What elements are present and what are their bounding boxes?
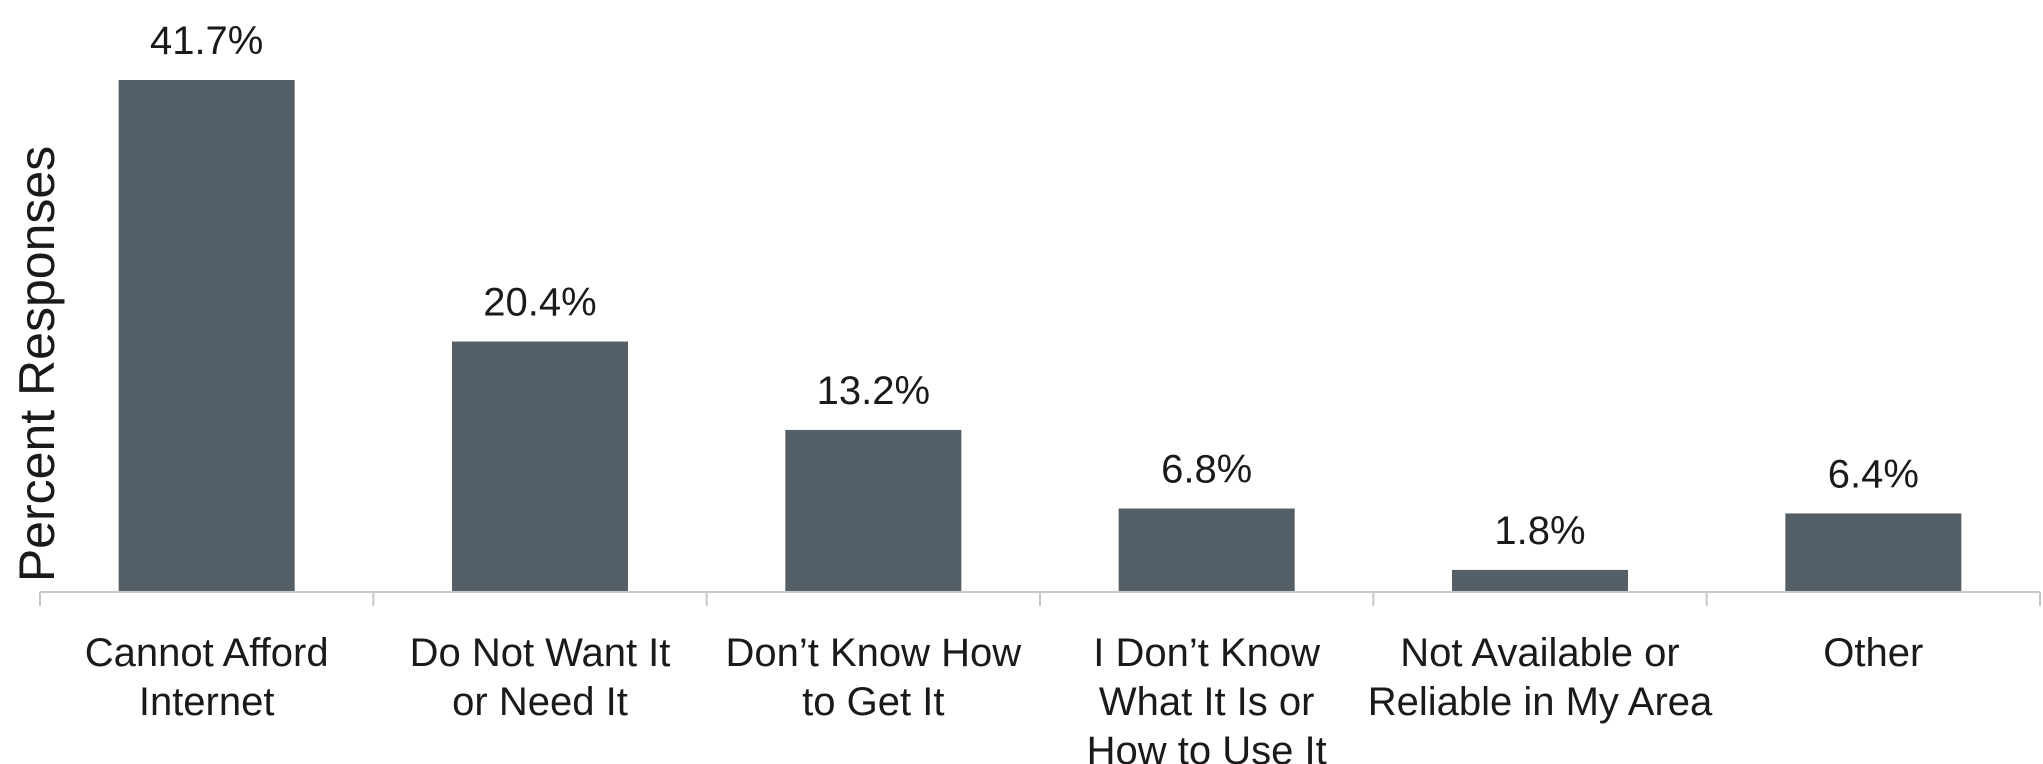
category-label-line: I Don’t Know — [1093, 631, 1320, 675]
category-label-line: Do Not Want It — [410, 631, 671, 675]
x-axis — [39, 591, 2041, 606]
category-label: Don’t Know How to Get It — [725, 631, 1021, 724]
category-label: Other — [1823, 631, 1923, 675]
category-labels-group: Cannot Afford Internet Do Not Want It or Ne… — [85, 631, 1924, 764]
bar — [1785, 513, 1962, 592]
bar-value-label: 6.8% — [1161, 448, 1252, 492]
value-labels-group: 41.7% 20.4% 13.2% 6.8% 1.8% 6.4% — [150, 19, 1919, 553]
category-label: I Don’t Know What It Is or How to Use It — [1087, 631, 1327, 764]
bar — [1452, 569, 1628, 592]
category-label-line: Internet — [139, 680, 275, 724]
bar-value-label: 1.8% — [1494, 509, 1585, 553]
bar — [118, 80, 295, 592]
category-label-line: What It Is or — [1099, 680, 1315, 724]
category-label-line: How to Use It — [1087, 729, 1327, 764]
bar — [452, 341, 628, 592]
category-label-line: Cannot Afford — [85, 631, 329, 675]
bar-value-label: 13.2% — [817, 369, 930, 413]
category-label-line: or Need It — [452, 680, 628, 724]
bar — [1118, 508, 1295, 592]
category-label: Not Available or Reliable in My Area — [1368, 631, 1713, 724]
category-label: Do Not Want It or Need It — [410, 631, 671, 724]
category-label-line: Not Available or — [1400, 631, 1679, 675]
bar-value-label: 6.4% — [1828, 452, 1919, 496]
category-label-line: to Get It — [802, 680, 944, 724]
category-label-line: Don’t Know How — [725, 631, 1021, 675]
category-label-line: Other — [1823, 631, 1923, 675]
bars-group — [118, 80, 1962, 592]
bar-value-label: 41.7% — [150, 19, 263, 63]
bar-value-label: 20.4% — [483, 281, 596, 325]
bar — [785, 429, 962, 592]
category-label: Cannot Afford Internet — [85, 631, 329, 724]
category-label-line: Reliable in My Area — [1368, 680, 1713, 724]
y-axis-title: Percent Responses — [9, 146, 65, 582]
